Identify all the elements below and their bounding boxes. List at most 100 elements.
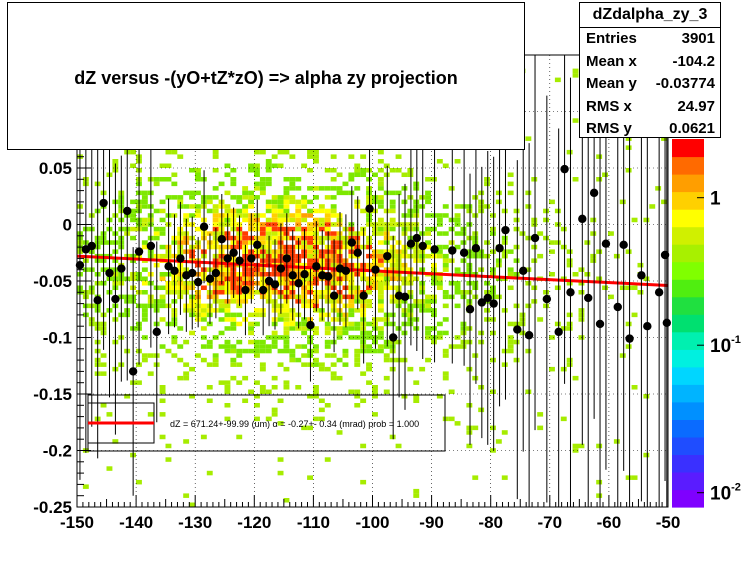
heatmap-cell [130,213,136,218]
heatmap-cell [389,344,396,349]
heatmap-cell [289,326,296,331]
heatmap-cell [395,258,402,263]
heatmap-cell [566,249,573,254]
heatmap-cell [549,249,555,254]
heatmap-cell [407,195,414,200]
profile-point [323,272,333,281]
heatmap-cell [442,231,449,236]
heatmap-cell [466,326,473,331]
heatmap-cell [318,362,325,367]
heatmap-cell [265,159,272,164]
heatmap-cell [165,443,172,449]
profile-point [519,266,528,276]
heatmap-cell [277,398,284,404]
heatmap-cell [413,226,420,232]
heatmap-cell [466,253,473,259]
heatmap-cell [289,217,296,223]
heatmap-cell [431,281,437,286]
heatmap-cell [206,470,213,476]
heatmap-cell [342,362,349,367]
heatmap-cell [383,231,390,236]
heatmap-cell [572,177,579,182]
heatmap-cell [513,226,520,232]
heatmap-cell [141,190,148,196]
heatmap-cell [425,177,431,182]
heatmap-cell [200,326,207,331]
heatmap-cell [372,272,378,277]
heatmap-cell [442,416,449,422]
heatmap-cell [372,394,378,399]
heatmap-cell [265,226,272,232]
heatmap-cell [389,253,396,259]
heatmap-cell [283,366,290,372]
heatmap-cell [372,326,378,331]
heatmap-cell [501,208,508,214]
heatmap-cell [425,299,431,304]
profile-point [542,294,552,304]
heatmap-cell [153,231,160,236]
heatmap-cell [401,253,408,259]
heatmap-cell [259,222,266,227]
heatmap-cell [372,195,378,200]
heatmap-cell [472,353,479,358]
heatmap-cell [655,186,662,191]
heatmap-cell [147,412,154,417]
heatmap-cell [419,281,426,286]
heatmap-cell [171,335,178,340]
heatmap-cell [578,281,585,286]
heatmap-cell [265,208,272,214]
heatmap-cell [330,154,337,159]
heatmap-cell [460,344,467,349]
heatmap-cell [490,425,496,431]
heatmap-cell [130,235,136,241]
heatmap-cell [389,199,396,205]
heatmap-cell [254,149,260,155]
heatmap-cell [283,326,290,331]
heatmap-cell [230,321,237,327]
heatmap-cell [259,385,266,390]
heatmap-cell [413,186,420,191]
heatmap-cell [360,168,367,173]
heatmap-cell [318,398,325,404]
heatmap-cell [318,204,325,209]
heatmap-cell [348,303,355,309]
heatmap-cell [377,335,384,340]
profile-point [430,245,439,254]
heatmap-cell [313,416,319,422]
heatmap-cell [466,339,473,345]
heatmap-cell [525,389,532,395]
heatmap-cell [389,434,396,440]
heatmap-cell [413,240,420,245]
heatmap-cell [466,208,473,214]
heatmap-cell [407,208,414,214]
heatmap-cell [419,267,426,272]
heatmap-cell [283,208,290,214]
heatmap-cell [165,457,172,462]
heatmap-cell [372,208,378,214]
heatmap-cell [159,226,166,232]
heatmap-cell [307,253,313,259]
heatmap-cell [543,208,549,214]
heatmap-cell [436,222,443,227]
heatmap-cell [318,226,325,232]
heatmap-cell [141,222,148,227]
heatmap-cell [442,375,449,381]
heatmap-cell [572,375,579,381]
heatmap-cell [159,285,166,291]
heatmap-cell [354,186,361,191]
heatmap-cell [425,330,431,336]
x-tick-label: -100 [355,513,389,532]
heatmap-cell [413,258,420,263]
heatmap-cell [283,348,290,354]
profile-point [448,246,457,255]
profile-point [459,248,469,257]
heatmap-cell [531,217,538,223]
heatmap-cell [313,357,319,363]
heatmap-cell [330,213,337,218]
heatmap-cell [501,253,508,259]
heatmap-cell [183,493,190,498]
profile-point [524,331,534,340]
profile-point [128,367,138,376]
heatmap-cell [372,226,378,232]
heatmap-cell [377,199,384,205]
